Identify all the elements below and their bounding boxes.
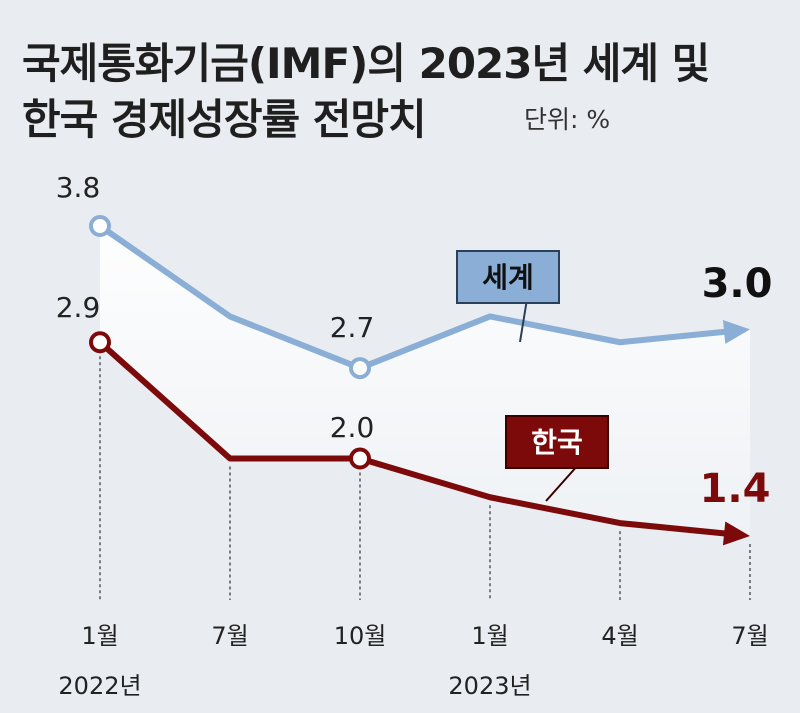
korea-point-marker — [349, 447, 371, 470]
korea-line — [97, 339, 738, 538]
world-point-marker — [349, 357, 371, 380]
world-line — [97, 223, 738, 372]
chart-title-line2: 한국 경제성장률 전망치 — [22, 95, 427, 144]
x-tick-label: 10월 — [334, 622, 387, 650]
world-legend-callout — [519, 302, 528, 343]
korea-legend-label: 한국 — [531, 426, 583, 459]
korea-data-label: 2.9 — [56, 291, 101, 324]
korea-legend-box — [505, 415, 609, 469]
x-year-label: 2022년 — [58, 672, 141, 700]
world-data-label: 2.7 — [330, 311, 375, 344]
x-tick-label: 7월 — [731, 622, 768, 650]
x-tick-label: 1월 — [81, 622, 118, 650]
x-tick-label: 1월 — [471, 622, 508, 650]
korea-point-marker — [89, 331, 111, 354]
world-data-label: 3.8 — [56, 171, 101, 204]
world-arrowhead — [722, 319, 750, 344]
world-legend-box — [456, 250, 560, 304]
shaded-band — [100, 226, 750, 536]
korea-data-label: 2.0 — [330, 411, 375, 444]
korea-legend-callout — [545, 467, 577, 502]
world-point-marker — [89, 215, 111, 237]
world-data-label: 3.0 — [702, 261, 773, 307]
korea-arrowhead — [722, 521, 750, 546]
unit-label: 단위: % — [524, 105, 611, 134]
x-year-label: 2023년 — [448, 672, 531, 700]
chart-title-line1: 국제통화기금(IMF)의 2023년 세계 및 — [22, 39, 710, 88]
korea-data-label: 1.4 — [700, 466, 771, 512]
world-legend-label: 세계 — [482, 261, 534, 294]
x-tick-label: 4월 — [601, 622, 638, 650]
x-tick-label: 7월 — [211, 622, 248, 650]
